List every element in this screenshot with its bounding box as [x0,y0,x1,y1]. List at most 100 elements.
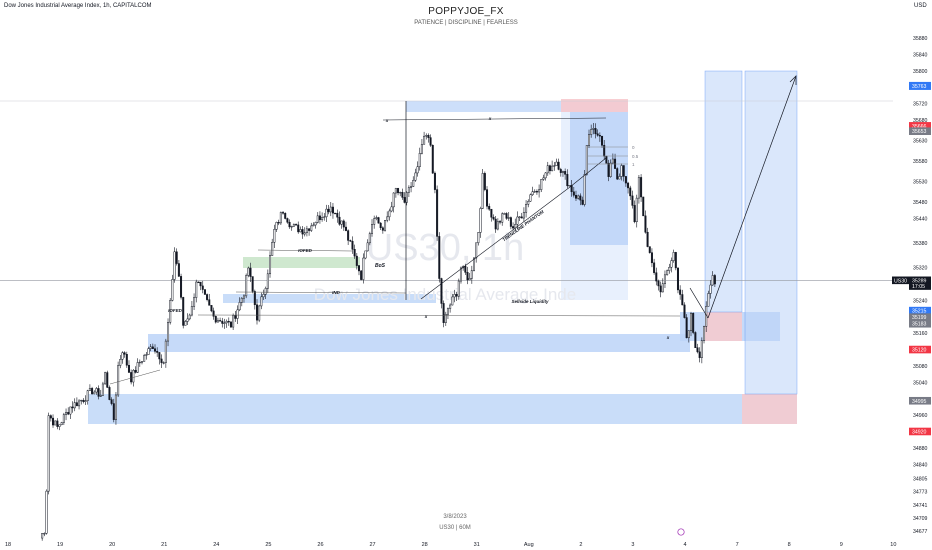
candle-down [607,162,610,177]
candle-down [490,208,493,218]
range-zone-light [561,112,628,300]
trendline-phantom [420,186,571,300]
candle-up [637,177,640,199]
candle-down [282,212,285,214]
candle-up [236,309,239,319]
candle-down [509,217,512,227]
candle-up [635,197,638,223]
candle-down [692,313,695,333]
candle-up [457,280,460,297]
time-tick-label: 31 [474,542,480,548]
candle-up [577,195,580,199]
price-label-text: 35183 [912,322,927,328]
candle-down [206,294,209,300]
candle-up [266,273,269,289]
candle-down [331,206,334,214]
candle-down [175,251,178,264]
candle-up [672,252,675,261]
zones-layer [88,70,798,424]
candle-down [336,212,339,218]
candle-up [299,229,302,233]
price-label-badge [909,427,931,436]
price-label-badge [909,345,931,354]
price-axis[interactable]: 35880 35840 35800 35720 35680 35630 35580 35530… [892,36,931,535]
candle-down [657,280,660,287]
candle-down [154,348,157,352]
time-tick-label: 8 [788,542,791,548]
time-tick-label: 26 [317,542,323,548]
price-label-badge [909,127,931,135]
candle-up [65,412,68,415]
candle-down [653,262,656,273]
candle-down [655,272,658,282]
watermark-layer: US30, 1h Dow Jones Industrial Average Ind… [314,227,576,304]
candle-up [418,153,421,167]
candle-up [368,233,371,244]
candle-up [661,283,664,293]
watermark-symbol: US30, 1h [366,227,524,269]
candle-up [84,400,87,402]
candle-up [93,391,96,395]
candle-up [663,274,666,285]
candle-up [583,174,586,205]
candle-down [683,304,686,318]
time-tick-label: 20 [109,542,115,548]
candle-up [479,208,482,233]
candle-down [355,255,358,266]
candle-up [195,281,198,298]
candle-down [75,402,78,407]
candle-up [290,226,293,228]
price-label-badge [909,319,931,328]
candle-up [238,302,241,311]
candle-up [373,218,376,225]
candle-up [340,220,343,225]
candle-down [397,188,400,194]
candle-down [353,249,356,257]
candle-up [54,420,57,426]
price-label-text: 35666 [912,124,927,130]
candle-down [594,128,597,135]
candle-up [86,390,89,401]
candle-up [392,192,395,208]
candle-up [193,297,196,307]
candle-up [555,161,558,166]
time-axis[interactable]: 18 19 20 21 24 25 26 27 28 31 Aug 2 3 4 7 8 9 10 [5,542,896,548]
candle-down [156,350,159,353]
candle-down [633,205,636,223]
currency-label[interactable]: USD [914,3,927,9]
candle-down [249,267,252,277]
candle-up [420,144,423,154]
candle-up [117,365,120,396]
candle-up [666,270,669,276]
candle-up [45,490,48,534]
time-tick-label: 10 [890,542,896,548]
time-tick-label: 24 [213,542,219,548]
candle-down [535,191,538,193]
candle-up [390,206,393,212]
candle-down [579,195,582,201]
footer-ticker: US30 | 60M [439,525,471,531]
candle-down [97,388,100,397]
candle-down [158,352,161,360]
candle-up [568,185,571,187]
candle-down [438,236,441,279]
candle-up [149,346,152,349]
candle-up [670,260,673,268]
candle-down [627,182,630,189]
order-block-zone [223,294,436,303]
candle-down [130,372,133,383]
price-label-badge [909,313,931,321]
candle-down [401,192,404,198]
candle-up [171,279,174,301]
candle-up [164,340,167,363]
candle-up [475,242,478,259]
candle-down [253,291,256,306]
fib-level-label: 1 [632,162,635,167]
chart-symbol-title: Dow Jones Industrial Average Index, 1h, … [4,3,152,9]
price-label-text: 17:05 [912,284,925,290]
candle-down [221,320,224,324]
candle-up [145,354,148,356]
candle-up [501,213,504,223]
candle-up [62,414,65,423]
